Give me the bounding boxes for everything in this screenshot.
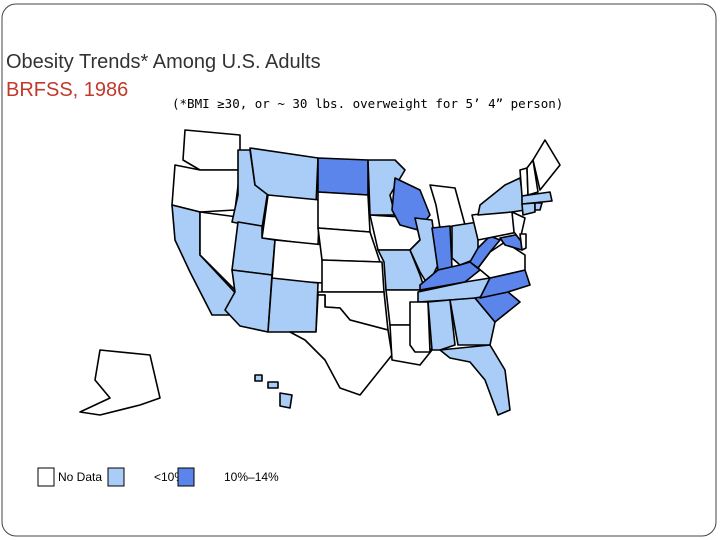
- state: [427, 299, 456, 351]
- state: [317, 157, 369, 196]
- state: [449, 297, 496, 346]
- state: [79, 349, 161, 416]
- state: [182, 129, 241, 171]
- legend-label: 10%–14%: [224, 470, 279, 484]
- title: Obesity Trends* Among U.S. Adults: [6, 51, 321, 73]
- state: [254, 374, 263, 382]
- state: [321, 259, 385, 293]
- state: [532, 139, 561, 191]
- legend-swatch: [177, 467, 195, 487]
- legend-swatch: [107, 467, 125, 487]
- state: [289, 294, 393, 396]
- state: [171, 164, 241, 213]
- state: [279, 392, 293, 409]
- subtitle: BRFSS, 1986: [6, 79, 128, 101]
- state: [261, 194, 321, 246]
- state: [534, 202, 543, 211]
- state: [469, 235, 501, 269]
- state: [267, 381, 279, 389]
- legend-swatch: [37, 467, 55, 487]
- state: [521, 202, 536, 216]
- note: (*BMI ≥30, or ~ 30 lbs. overweight for 5…: [172, 96, 563, 111]
- state: [267, 277, 319, 333]
- state: [479, 269, 531, 299]
- state: [409, 301, 431, 353]
- legend-label: No Data: [58, 470, 102, 484]
- map: [79, 129, 561, 416]
- legend: No Data <10% 10%–14%: [37, 467, 279, 487]
- state: [271, 239, 326, 284]
- state: [526, 159, 539, 196]
- state: [519, 233, 527, 251]
- state: [521, 191, 553, 205]
- state: [317, 191, 371, 233]
- state: [439, 344, 511, 416]
- state: [224, 269, 273, 333]
- state: [317, 227, 381, 263]
